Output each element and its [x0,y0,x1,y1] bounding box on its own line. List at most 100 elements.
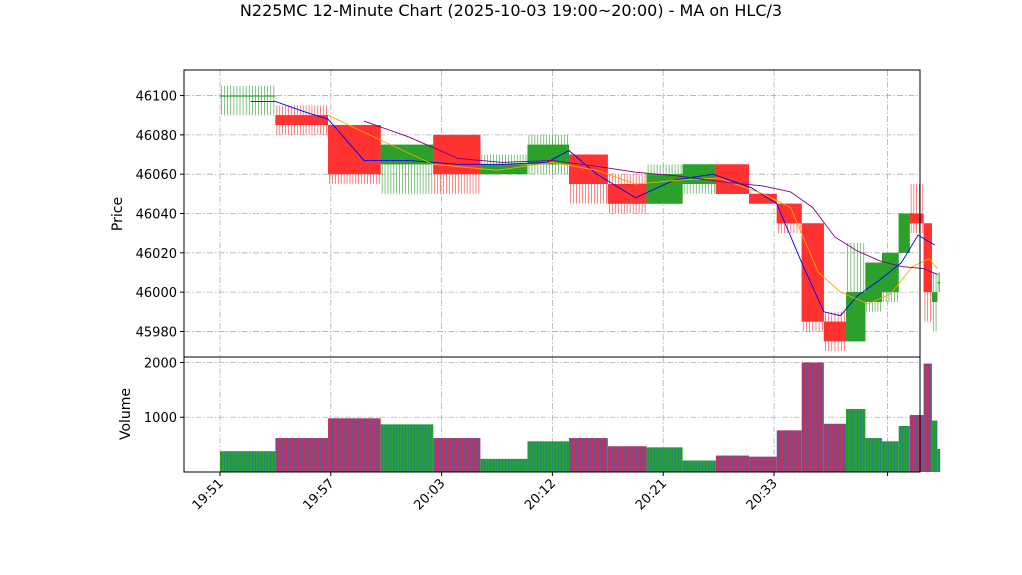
volume-bar [527,441,570,472]
volume-bar-fill [898,426,910,472]
volume-bar-fill [865,438,883,472]
candle [527,134,570,175]
price-tick-label: 46060 [136,168,177,183]
candle [865,262,883,312]
candle-body-overlay [380,144,434,165]
volume-bar [715,455,750,472]
candle-body-overlay [646,174,683,204]
price-tick-label: 46020 [136,247,177,262]
volume-bar [898,426,910,472]
candle [433,134,481,194]
volume-bar [801,362,824,472]
volume-bar [433,438,481,472]
volume-bar-fill [882,441,899,472]
candle-body-overlay [275,115,329,126]
volume-bar-fill [931,420,938,472]
volume-bar-fill [433,438,481,472]
candle-body-overlay [931,292,938,302]
price-tick-label: 46080 [136,129,177,144]
volume-bar-fill [220,451,276,472]
candle-body-overlay [569,154,608,185]
volume-axis-label: Volume [118,388,134,440]
volume-bar-fill [646,447,683,472]
volume-bar [607,446,647,472]
candle [937,272,941,293]
volume-bar [846,409,866,472]
candle [898,213,910,253]
moving-average-lines [250,101,938,317]
volume-tick-label: 2000 [144,356,177,371]
candle-body-overlay [923,223,932,293]
moving-average-line [327,114,938,305]
candle [328,125,381,185]
candle [569,154,608,204]
moving-average-line [250,101,935,317]
x-tick-label: 20:21 [633,476,670,513]
volume-bar [909,415,924,472]
volume-axis-ticks: 1000 2000 [144,356,184,426]
candle-body-overlay [527,144,570,165]
price-tick-label: 45980 [136,325,177,340]
candle-body-overlay [220,95,276,97]
candle [607,174,647,214]
volume-bar-fill [846,409,866,472]
x-tick-label: 20:03 [411,476,448,513]
candle-body-overlay [898,213,910,253]
volume-bar-fill [328,418,381,472]
volume-bar [823,423,847,472]
volume-bar [380,424,434,472]
candle-body-overlay [909,213,924,224]
volume-bar [865,438,883,472]
candle [909,184,924,234]
moving-average-line [363,120,938,275]
price-axis-label: Price [110,197,126,231]
price-tick-label: 46000 [136,286,177,301]
candle [823,311,847,352]
volume-bar-fill [776,430,802,472]
volume-bar [882,441,899,472]
volume-bar [931,420,938,472]
volume-tick-label: 1000 [144,411,177,426]
candle-body-overlay [937,282,941,284]
candle [846,242,866,342]
candle-body-overlay [823,321,847,342]
volume-bar [937,449,941,472]
volume-bar [682,460,716,472]
price-tick-label: 46100 [136,90,177,105]
candle [275,105,329,135]
candle [776,203,802,234]
volume-bar [275,438,329,472]
x-tick-label: 19:57 [301,476,338,513]
x-tick-label: 20:33 [744,476,781,513]
volume-bar [776,430,802,472]
x-tick-label: 19:51 [190,476,227,513]
candle-body-overlay [846,292,866,342]
volume-bar [480,458,528,472]
price-candles [220,85,941,352]
volume-bar-fill [527,441,570,472]
candle [931,272,938,332]
candle [923,223,932,322]
candle-body-overlay [749,193,777,204]
volume-bar [569,438,608,472]
volume-bar-fill [275,438,329,472]
candle [646,164,683,204]
time-axis-ticks: 19:51 19:57 20:03 20:12 20:21 20:33 [190,472,889,513]
candle-body-overlay [801,223,824,322]
candle [801,223,824,332]
volume-bar [646,447,683,472]
volume-bar-fill [380,424,434,472]
volume-bar-fill [480,458,528,472]
volume-bar [749,456,777,472]
volume-bar-fill [937,449,941,472]
candle [749,193,777,204]
chart-title: N225MC 12-Minute Chart (2025-10-03 19:00… [239,1,783,20]
price-tick-label: 46040 [136,208,177,223]
candle-body-overlay [865,262,883,302]
x-tick-label: 20:12 [522,476,559,513]
candle [380,144,434,194]
volume-bars [220,362,941,472]
volume-bar [923,363,932,472]
volume-bar [328,418,381,472]
